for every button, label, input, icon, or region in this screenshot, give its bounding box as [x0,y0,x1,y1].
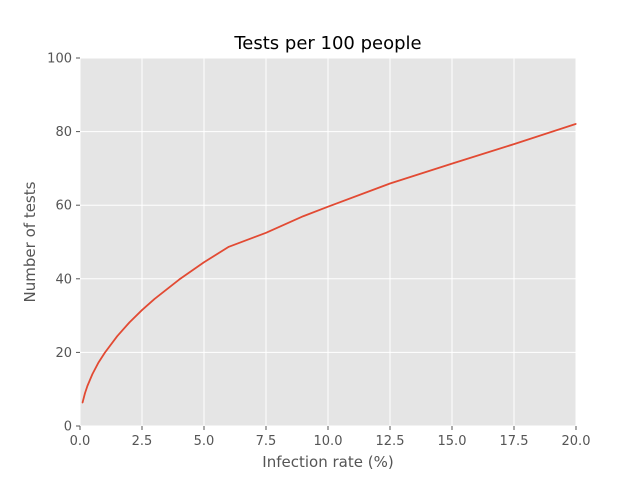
y-tick-label: 100 [47,52,72,67]
series-point [203,261,205,263]
x-tick-label: 12.5 [376,434,405,449]
series-point [116,335,118,337]
x-tick-label: 10.0 [314,434,343,449]
series-point [153,298,155,300]
x-axis-label: Infection rate (%) [262,453,393,471]
series-point [141,309,143,311]
x-tick-label: 0.0 [70,434,91,449]
x-tick-label: 15.0 [438,434,467,449]
y-axis-label: Number of tests [21,181,39,302]
x-tick-label: 5.0 [194,434,215,449]
series-point [513,143,515,145]
series-point [91,373,93,375]
axis-ticks: 0.0 2.5 5.0 7.5 10.0 12.5 15.0 17.5 20.0 0 20 40 60 8… [47,52,590,450]
series-point [451,163,453,165]
series-point [86,385,89,387]
x-tick-label: 17.5 [500,434,529,449]
series-point [129,321,131,323]
series-layer [81,123,577,404]
series-point [228,246,230,248]
y-tick-label: 0 [64,420,72,435]
y-tick-label: 40 [55,272,72,287]
x-tick-label: 2.5 [132,434,153,449]
series-point [327,206,329,208]
y-tick-label: 60 [55,199,72,214]
series-point [575,123,577,125]
chart-title: Tests per 100 people [233,33,421,54]
x-tick-label: 7.5 [256,434,277,449]
series-point [81,402,84,404]
series-point [104,352,106,354]
y-tick-label: 80 [55,125,72,140]
series-point [84,392,86,394]
series-point [265,232,267,234]
series-point [389,182,391,185]
x-tick-label: 20.0 [562,434,591,449]
series-point [98,361,100,363]
series-point [178,278,180,281]
y-tick-label: 20 [55,346,72,361]
series-point [302,215,304,217]
series-line [81,123,577,404]
